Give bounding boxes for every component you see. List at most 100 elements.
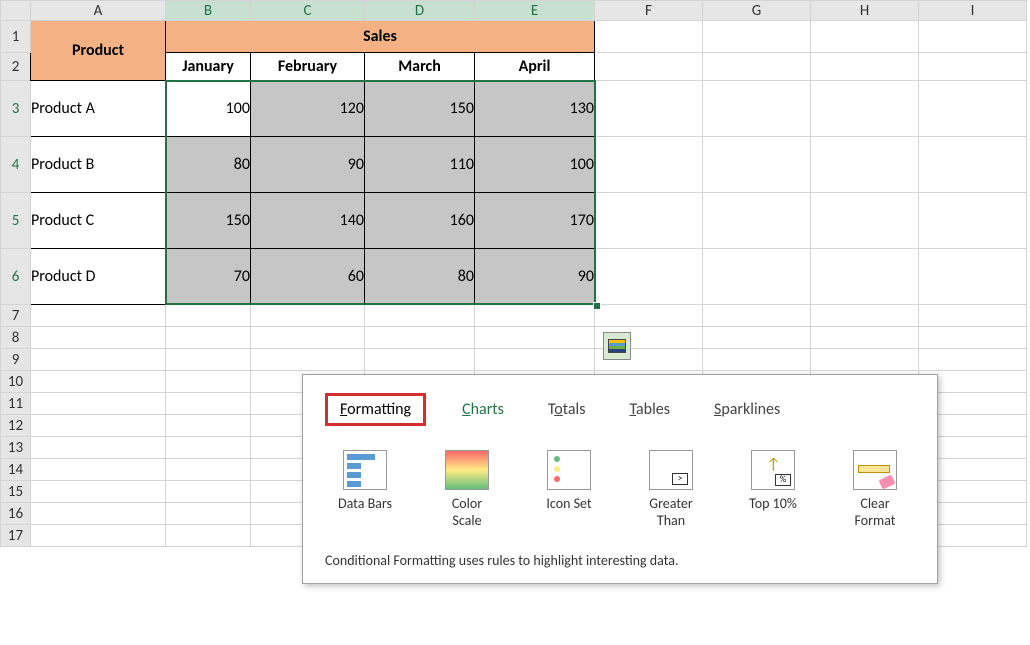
cell-c4[interactable]: 90 xyxy=(251,137,365,193)
row-header-16[interactable]: 16 xyxy=(1,503,31,525)
cell-f5[interactable] xyxy=(595,193,703,249)
col-header-f[interactable]: F xyxy=(595,1,703,21)
color-scale-label: Color Scale xyxy=(452,496,482,530)
col-header-c[interactable]: C xyxy=(251,1,365,21)
row-header-6[interactable]: 6 xyxy=(1,249,31,305)
row-header-4[interactable]: 4 xyxy=(1,137,31,193)
cell-b6[interactable]: 70 xyxy=(166,249,251,305)
product-b[interactable]: Product B xyxy=(31,137,166,193)
cell-e6[interactable]: 90 xyxy=(475,249,595,305)
cell-h6[interactable] xyxy=(811,249,919,305)
cell-f3[interactable] xyxy=(595,81,703,137)
cell-g6[interactable] xyxy=(703,249,811,305)
cell-h4[interactable] xyxy=(811,137,919,193)
cell-h3[interactable] xyxy=(811,81,919,137)
clear-format-label: Clear Format xyxy=(855,496,896,530)
data-bars-label: Data Bars xyxy=(338,496,392,513)
cell-h5[interactable] xyxy=(811,193,919,249)
cell-h1[interactable] xyxy=(811,21,919,53)
cell-e4[interactable]: 100 xyxy=(475,137,595,193)
row-header-7[interactable]: 7 xyxy=(1,305,31,327)
row-header-9[interactable]: 9 xyxy=(1,349,31,371)
cell-d6[interactable]: 80 xyxy=(365,249,475,305)
quick-analysis-button[interactable] xyxy=(603,332,631,360)
cell-f6[interactable] xyxy=(595,249,703,305)
cell-c5[interactable]: 140 xyxy=(251,193,365,249)
data-bars-icon xyxy=(343,450,387,490)
month-apr[interactable]: April xyxy=(475,53,595,81)
top-10-label: Top 10% xyxy=(749,496,797,513)
cell-i5[interactable] xyxy=(919,193,1027,249)
month-feb[interactable]: February xyxy=(251,53,365,81)
row-header-1[interactable]: 1 xyxy=(1,21,31,53)
row-header-15[interactable]: 15 xyxy=(1,481,31,503)
cell-b5[interactable]: 150 xyxy=(166,193,251,249)
item-greater-than[interactable]: > Greater Than xyxy=(635,450,707,530)
col-header-i[interactable]: I xyxy=(919,1,1027,21)
col-header-a[interactable]: A xyxy=(31,1,166,21)
cell-i2[interactable] xyxy=(919,53,1027,81)
tab-charts[interactable]: Charts xyxy=(454,396,512,423)
col-header-d[interactable]: D xyxy=(365,1,475,21)
product-a[interactable]: Product A xyxy=(31,81,166,137)
cell-e3[interactable]: 130 xyxy=(475,81,595,137)
month-mar[interactable]: March xyxy=(365,53,475,81)
item-icon-set[interactable]: Icon Set xyxy=(533,450,605,530)
cell-g3[interactable] xyxy=(703,81,811,137)
cell-c6[interactable]: 60 xyxy=(251,249,365,305)
popup-tabs: Formatting Charts Totals Tables Sparklin… xyxy=(325,393,915,426)
col-header-b[interactable]: B xyxy=(166,1,251,21)
color-scale-icon xyxy=(445,450,489,490)
row-header-3[interactable]: 3 xyxy=(1,81,31,137)
row-header-5[interactable]: 5 xyxy=(1,193,31,249)
col-header-g[interactable]: G xyxy=(703,1,811,21)
cell-c3[interactable]: 120 xyxy=(251,81,365,137)
popup-footer-text: Conditional Formatting uses rules to hig… xyxy=(325,552,915,569)
cell-g2[interactable] xyxy=(703,53,811,81)
tab-tables[interactable]: Tables xyxy=(621,396,678,423)
row-header-13[interactable]: 13 xyxy=(1,437,31,459)
tab-formatting[interactable]: Formatting xyxy=(325,393,426,426)
cell-b4[interactable]: 80 xyxy=(166,137,251,193)
cell-i4[interactable] xyxy=(919,137,1027,193)
item-color-scale[interactable]: Color Scale xyxy=(431,450,503,530)
cell-i1[interactable] xyxy=(919,21,1027,53)
sales-header[interactable]: Sales xyxy=(166,21,595,53)
tab-sparklines[interactable]: Sparklines xyxy=(706,396,788,423)
row-header-8[interactable]: 8 xyxy=(1,327,31,349)
cell-h2[interactable] xyxy=(811,53,919,81)
select-all-corner[interactable] xyxy=(1,1,31,21)
item-top-10[interactable]: ↑ % Top 10% xyxy=(737,450,809,530)
cell-d4[interactable]: 110 xyxy=(365,137,475,193)
cell-d3[interactable]: 150 xyxy=(365,81,475,137)
cell-e5[interactable]: 170 xyxy=(475,193,595,249)
cell-i6[interactable] xyxy=(919,249,1027,305)
cell-f4[interactable] xyxy=(595,137,703,193)
item-clear-format[interactable]: Clear Format xyxy=(839,450,911,530)
row-header-14[interactable]: 14 xyxy=(1,459,31,481)
row-header-17[interactable]: 17 xyxy=(1,525,31,547)
row-header-12[interactable]: 12 xyxy=(1,415,31,437)
cell-d5[interactable]: 160 xyxy=(365,193,475,249)
row-header-11[interactable]: 11 xyxy=(1,393,31,415)
greater-than-icon: > xyxy=(649,450,693,490)
cell-f1[interactable] xyxy=(595,21,703,53)
product-c[interactable]: Product C xyxy=(31,193,166,249)
row-header-2[interactable]: 2 xyxy=(1,53,31,81)
cell-i3[interactable] xyxy=(919,81,1027,137)
col-header-e[interactable]: E xyxy=(475,1,595,21)
col-header-h[interactable]: H xyxy=(811,1,919,21)
item-data-bars[interactable]: Data Bars xyxy=(329,450,401,530)
product-d[interactable]: Product D xyxy=(31,249,166,305)
cell-g1[interactable] xyxy=(703,21,811,53)
icon-set-label: Icon Set xyxy=(546,496,591,513)
cell-b3[interactable]: 100 xyxy=(166,81,251,137)
cell-g4[interactable] xyxy=(703,137,811,193)
cell-g5[interactable] xyxy=(703,193,811,249)
tab-totals[interactable]: Totals xyxy=(540,396,594,423)
selection-handle[interactable] xyxy=(593,302,601,310)
cell-f2[interactable] xyxy=(595,53,703,81)
month-jan[interactable]: January xyxy=(166,53,251,81)
product-header[interactable]: Product xyxy=(31,21,166,81)
row-header-10[interactable]: 10 xyxy=(1,371,31,393)
